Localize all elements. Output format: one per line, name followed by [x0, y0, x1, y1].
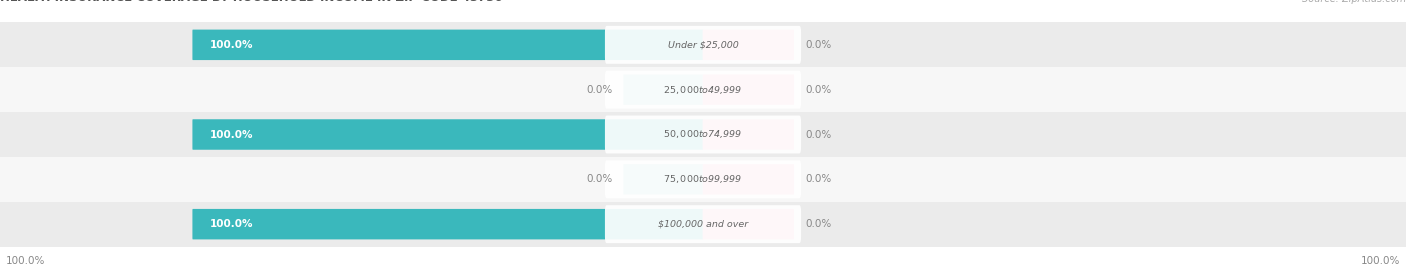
Text: 0.0%: 0.0%: [806, 129, 831, 140]
Text: 0.0%: 0.0%: [586, 174, 612, 184]
Text: Under $25,000: Under $25,000: [668, 40, 738, 49]
Text: 100.0%: 100.0%: [209, 40, 253, 50]
Text: $75,000 to $99,999: $75,000 to $99,999: [664, 173, 742, 185]
FancyBboxPatch shape: [0, 157, 1406, 202]
FancyBboxPatch shape: [703, 164, 794, 194]
Text: Source: ZipAtlas.com: Source: ZipAtlas.com: [1302, 0, 1406, 3]
FancyBboxPatch shape: [605, 26, 801, 64]
Text: 100.0%: 100.0%: [209, 219, 253, 229]
Text: 100.0%: 100.0%: [1361, 256, 1400, 266]
Text: HEALTH INSURANCE COVERAGE BY HOUSEHOLD INCOME IN ZIP CODE 43736: HEALTH INSURANCE COVERAGE BY HOUSEHOLD I…: [0, 0, 502, 3]
Text: $50,000 to $74,999: $50,000 to $74,999: [664, 129, 742, 140]
FancyBboxPatch shape: [0, 22, 1406, 67]
FancyBboxPatch shape: [605, 116, 801, 153]
Text: 0.0%: 0.0%: [586, 85, 612, 95]
FancyBboxPatch shape: [623, 164, 703, 194]
FancyBboxPatch shape: [193, 30, 703, 60]
FancyBboxPatch shape: [0, 112, 1406, 157]
Text: 0.0%: 0.0%: [806, 174, 831, 184]
Text: 0.0%: 0.0%: [806, 85, 831, 95]
Text: 0.0%: 0.0%: [806, 40, 831, 50]
Text: $100,000 and over: $100,000 and over: [658, 220, 748, 229]
FancyBboxPatch shape: [703, 209, 794, 239]
FancyBboxPatch shape: [703, 119, 794, 150]
FancyBboxPatch shape: [605, 160, 801, 198]
Text: 100.0%: 100.0%: [209, 129, 253, 140]
Text: 0.0%: 0.0%: [806, 219, 831, 229]
Text: 100.0%: 100.0%: [6, 256, 45, 266]
FancyBboxPatch shape: [193, 209, 703, 239]
FancyBboxPatch shape: [0, 202, 1406, 247]
Text: $25,000 to $49,999: $25,000 to $49,999: [664, 84, 742, 96]
FancyBboxPatch shape: [0, 67, 1406, 112]
FancyBboxPatch shape: [605, 71, 801, 109]
FancyBboxPatch shape: [703, 75, 794, 105]
FancyBboxPatch shape: [623, 75, 703, 105]
FancyBboxPatch shape: [193, 119, 703, 150]
FancyBboxPatch shape: [703, 30, 794, 60]
FancyBboxPatch shape: [605, 205, 801, 243]
